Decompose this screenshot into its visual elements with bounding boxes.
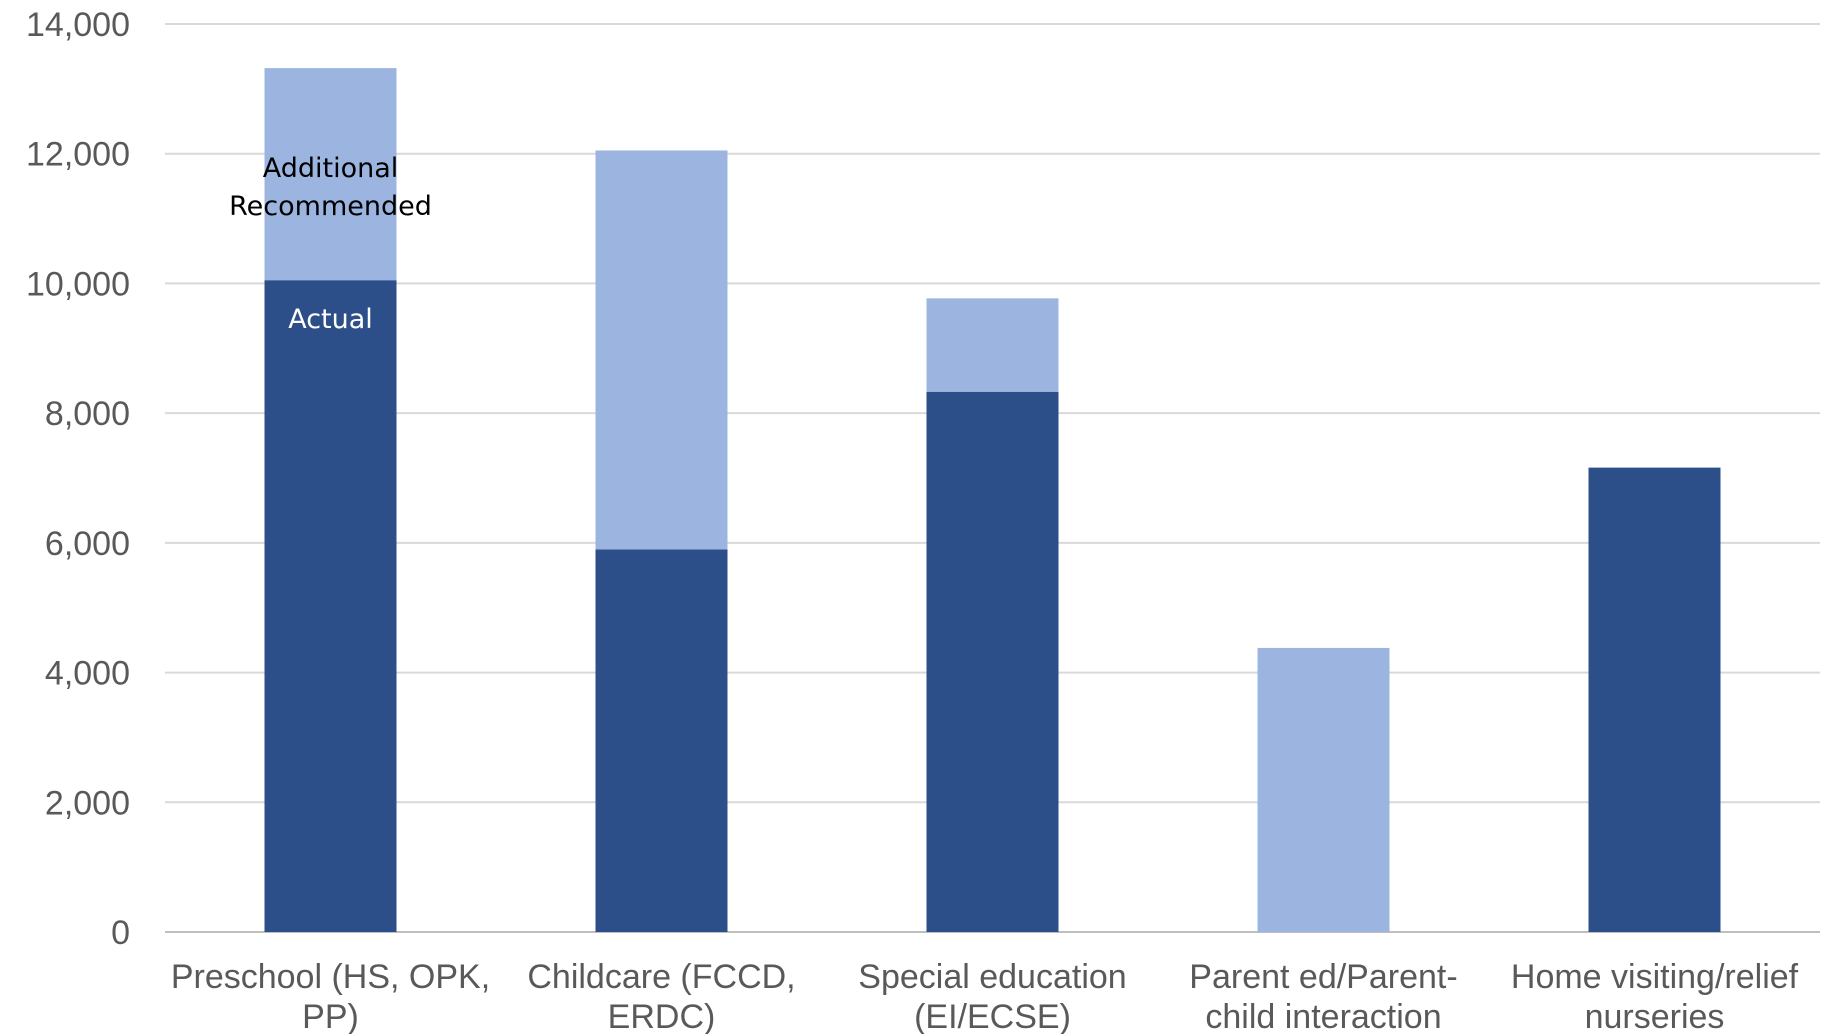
bar-segment-actual [265, 280, 397, 932]
segment-label-additional-recommended: Additional [263, 153, 399, 184]
bar-segment-actual [927, 392, 1059, 932]
x-category-label: Home visiting/relief [1511, 958, 1799, 996]
y-tick-label: 2,000 [45, 784, 130, 822]
segment-label-additional-recommended: Recommended [229, 191, 432, 222]
y-axis-tick-labels: 0 2,000 4,000 6,000 8,000 10,000 12,000 14,000 [26, 6, 130, 952]
segment-label-actual: Actual [288, 304, 373, 335]
bar-segment-additional-recommended [927, 298, 1059, 391]
bar-segment-additional-recommended [1258, 648, 1390, 932]
x-category-label: (EI/ECSE) [914, 998, 1071, 1034]
y-tick-label: 4,000 [45, 655, 130, 693]
x-category-label: Childcare (FCCD, [527, 958, 795, 996]
x-category-label: ERDC) [608, 998, 716, 1034]
x-category-label: nurseries [1585, 998, 1725, 1034]
x-category-label: Preschool (HS, OPK, [171, 958, 490, 996]
y-tick-label: 6,000 [45, 525, 130, 563]
y-tick-label: 8,000 [45, 395, 130, 433]
x-axis-category-labels: Preschool (HS, OPK,PP) Childcare (FCCD,ER… [171, 958, 1799, 1034]
y-tick-label: 0 [111, 914, 130, 952]
bar-segment-actual [1589, 468, 1721, 932]
x-category-label: child interaction [1205, 998, 1441, 1034]
x-category-label: Parent ed/Parent- [1189, 958, 1457, 996]
bar-segment-actual [596, 549, 728, 932]
y-tick-label: 14,000 [26, 6, 130, 44]
x-category-label: PP) [302, 998, 359, 1034]
y-tick-label: 10,000 [26, 265, 130, 303]
bar-segment-additional-recommended [596, 150, 728, 549]
y-tick-label: 12,000 [26, 136, 130, 174]
x-category-label: Special education [858, 958, 1126, 996]
